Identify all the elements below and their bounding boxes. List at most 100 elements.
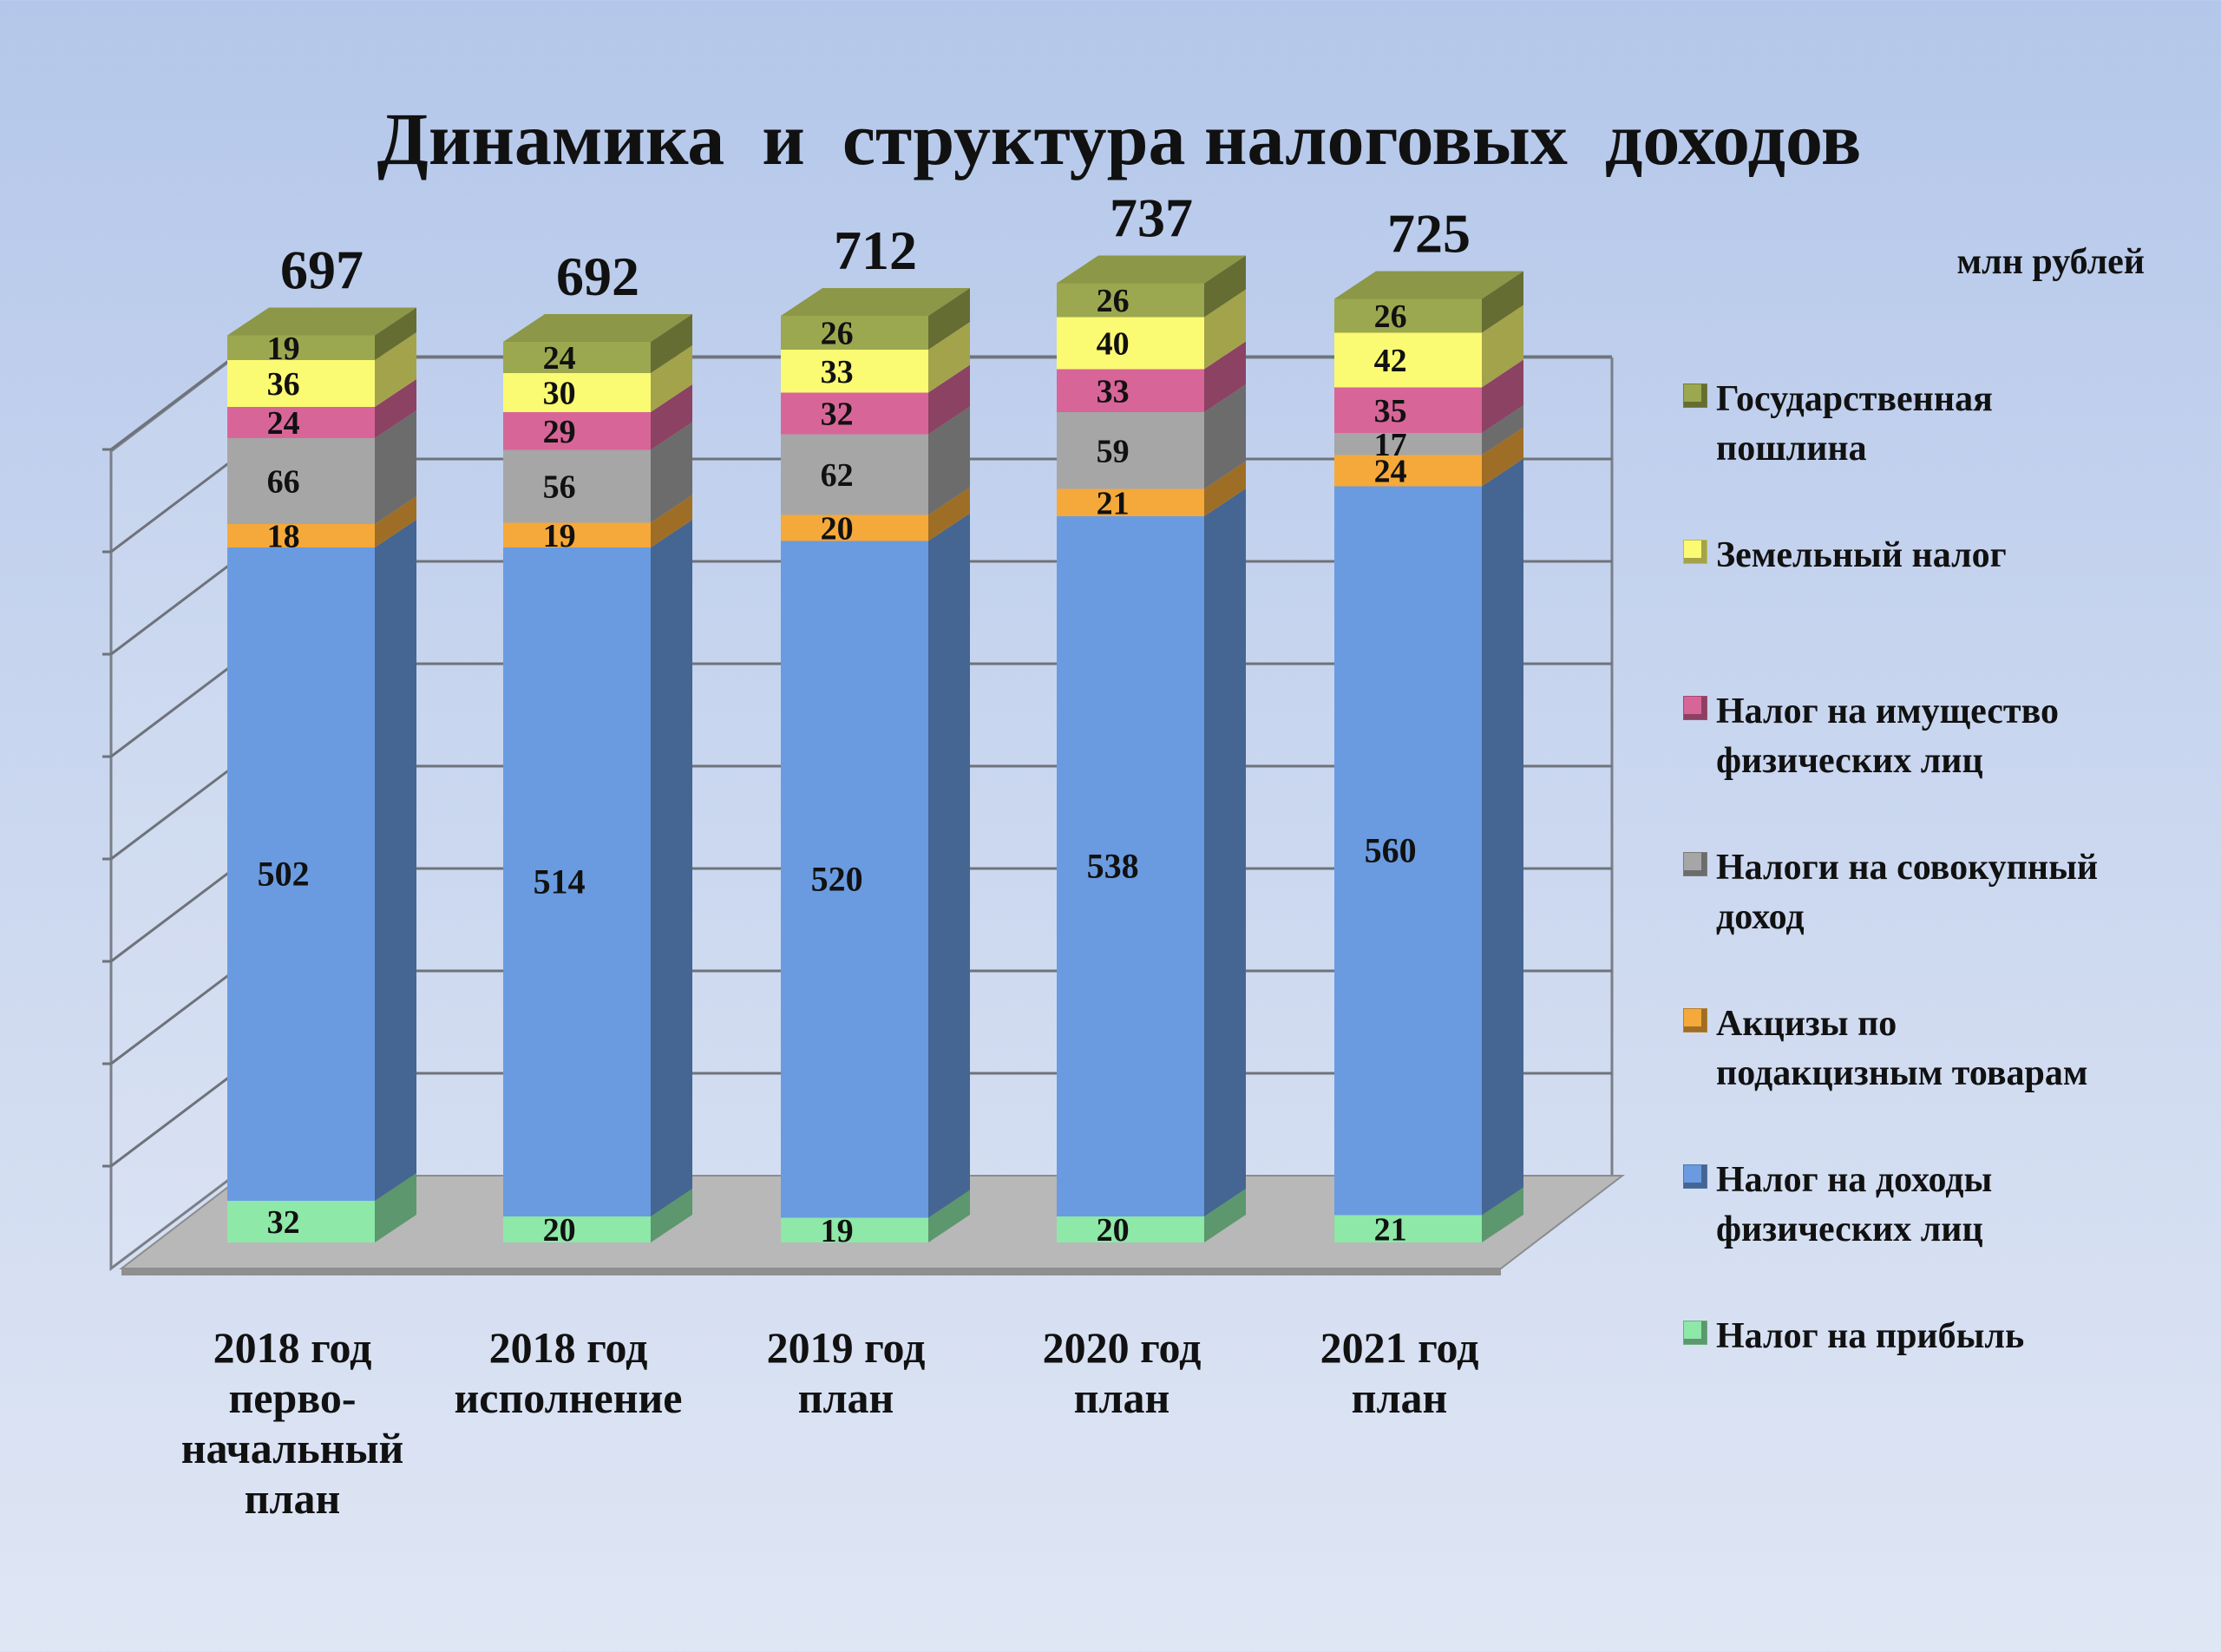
segment-value-label: 24: [543, 340, 576, 377]
bar-side: [928, 322, 970, 393]
bar-segment: [1057, 488, 1246, 1216]
bar-segment: [781, 513, 970, 1218]
bar-segment: [781, 1190, 970, 1242]
bar-front: [1057, 283, 1204, 318]
bar-segment: [503, 520, 692, 1216]
segment-value-label: 66: [267, 464, 300, 501]
bar-front: [781, 392, 928, 435]
bar-side: [375, 379, 416, 438]
segment-value-label: 19: [267, 331, 300, 367]
bar-segment: [227, 496, 416, 547]
bar-side: [928, 1190, 970, 1242]
segment-value-label: 538: [1087, 847, 1139, 886]
segment-value-label: 26: [1374, 298, 1407, 335]
bar-front: [1057, 369, 1204, 412]
legend-label: Земельный налог: [1716, 535, 2007, 575]
segment-value-label: 29: [543, 414, 576, 450]
bar-segment: [1057, 461, 1246, 516]
segment-value-label: 20: [543, 1212, 576, 1249]
bar-segment: [781, 487, 970, 541]
bar-segment: [1057, 255, 1246, 318]
bar-segment: [1334, 305, 1523, 388]
bar-top: [781, 288, 970, 316]
bar-top: [1334, 271, 1523, 299]
bar-side: [651, 1189, 692, 1242]
bar-front: [1334, 455, 1482, 487]
bar-segment: [1057, 1189, 1246, 1242]
category-label: 2020 год план: [1043, 1323, 1202, 1422]
category-label: 2018 год перво-начальный план: [181, 1323, 404, 1523]
segment-value-label: 520: [811, 860, 863, 899]
bar-segment: [227, 1173, 416, 1242]
bar-top: [503, 314, 692, 342]
category-label: 2021 год план: [1320, 1323, 1479, 1422]
segment-value-label: 56: [543, 469, 576, 506]
segment-value-label: 32: [821, 397, 854, 433]
bar-side: [1482, 305, 1523, 388]
bar-side: [1204, 289, 1246, 370]
bar-side: [1204, 255, 1246, 318]
bar-segment: [1057, 384, 1246, 489]
bar-front: [227, 360, 375, 407]
bar-segment: [1334, 359, 1523, 433]
bar-front: [227, 524, 375, 547]
unit-label: млн рублей: [1956, 242, 2145, 282]
segment-value-label: 560: [1365, 831, 1417, 870]
segment-value-label: 26: [1097, 283, 1130, 319]
bar-side: [1204, 1189, 1246, 1242]
segment-value-label: 36: [267, 366, 300, 403]
bar-front: [227, 547, 375, 1201]
segment-value-label: 40: [1097, 326, 1130, 363]
bar-segment: [227, 379, 416, 438]
bar-segment: [1334, 427, 1523, 487]
bar-front: [227, 1201, 375, 1242]
bar-front: [781, 350, 928, 393]
bar-front: [227, 407, 375, 438]
legend-item: Земельный налог: [1683, 531, 2202, 580]
bar-side: [928, 364, 970, 435]
bar-segment: [503, 345, 692, 412]
bar-side: [1482, 427, 1523, 487]
legend-item: Налог на имущество физических лиц: [1683, 687, 2202, 786]
bar-total-label: 692: [556, 246, 639, 307]
segment-value-label: 33: [1097, 373, 1130, 410]
bar-segment: [503, 384, 692, 450]
bar-side: [651, 495, 692, 547]
bars: [227, 255, 1523, 1242]
legend-item: Налог на доходы физических лиц: [1683, 1156, 2202, 1255]
bar-total-label: 712: [834, 220, 917, 281]
legend-item: Налог на прибыль: [1683, 1312, 2202, 1361]
legend-swatch: [1683, 1321, 1707, 1345]
bar-segment: [1057, 289, 1246, 370]
bar-segment: [781, 288, 970, 350]
segment-value-label: 502: [258, 855, 310, 894]
segment-value-label: 514: [534, 862, 586, 901]
legend-label: Налоги на совокупный доход: [1716, 848, 2099, 937]
bar-side: [1482, 271, 1523, 333]
segment-value-label: 35: [1374, 393, 1407, 429]
bar-side: [1204, 488, 1246, 1216]
bar-side: [1204, 461, 1246, 516]
bar-front: [1057, 488, 1204, 516]
legend-item: Налоги на совокупный доход: [1683, 843, 2202, 942]
bar-front: [1334, 1215, 1482, 1242]
legend-label: Акцизы по подакцизным товарам: [1716, 1004, 2088, 1093]
bar-front: [227, 335, 375, 360]
bar-top: [227, 307, 416, 336]
bar-front: [1334, 332, 1482, 388]
bar-front: [781, 541, 928, 1218]
bar-total-label: 697: [280, 239, 364, 301]
bar-side: [1204, 384, 1246, 489]
bar-side: [928, 406, 970, 515]
bar-front: [503, 449, 651, 523]
bar-front: [503, 522, 651, 547]
segment-value-label: 32: [267, 1204, 300, 1241]
segment-value-label: 21: [1097, 485, 1130, 521]
bar-side: [375, 496, 416, 547]
bar-top: [1057, 255, 1246, 284]
bar-front: [503, 547, 651, 1216]
segment-value-label: 59: [1097, 433, 1130, 469]
chart-title: Динамика и структура налоговых доходов: [377, 97, 1862, 180]
bar-front: [503, 373, 651, 412]
legend-item: Акцизы по подакцизным товарам: [1683, 1000, 2202, 1098]
